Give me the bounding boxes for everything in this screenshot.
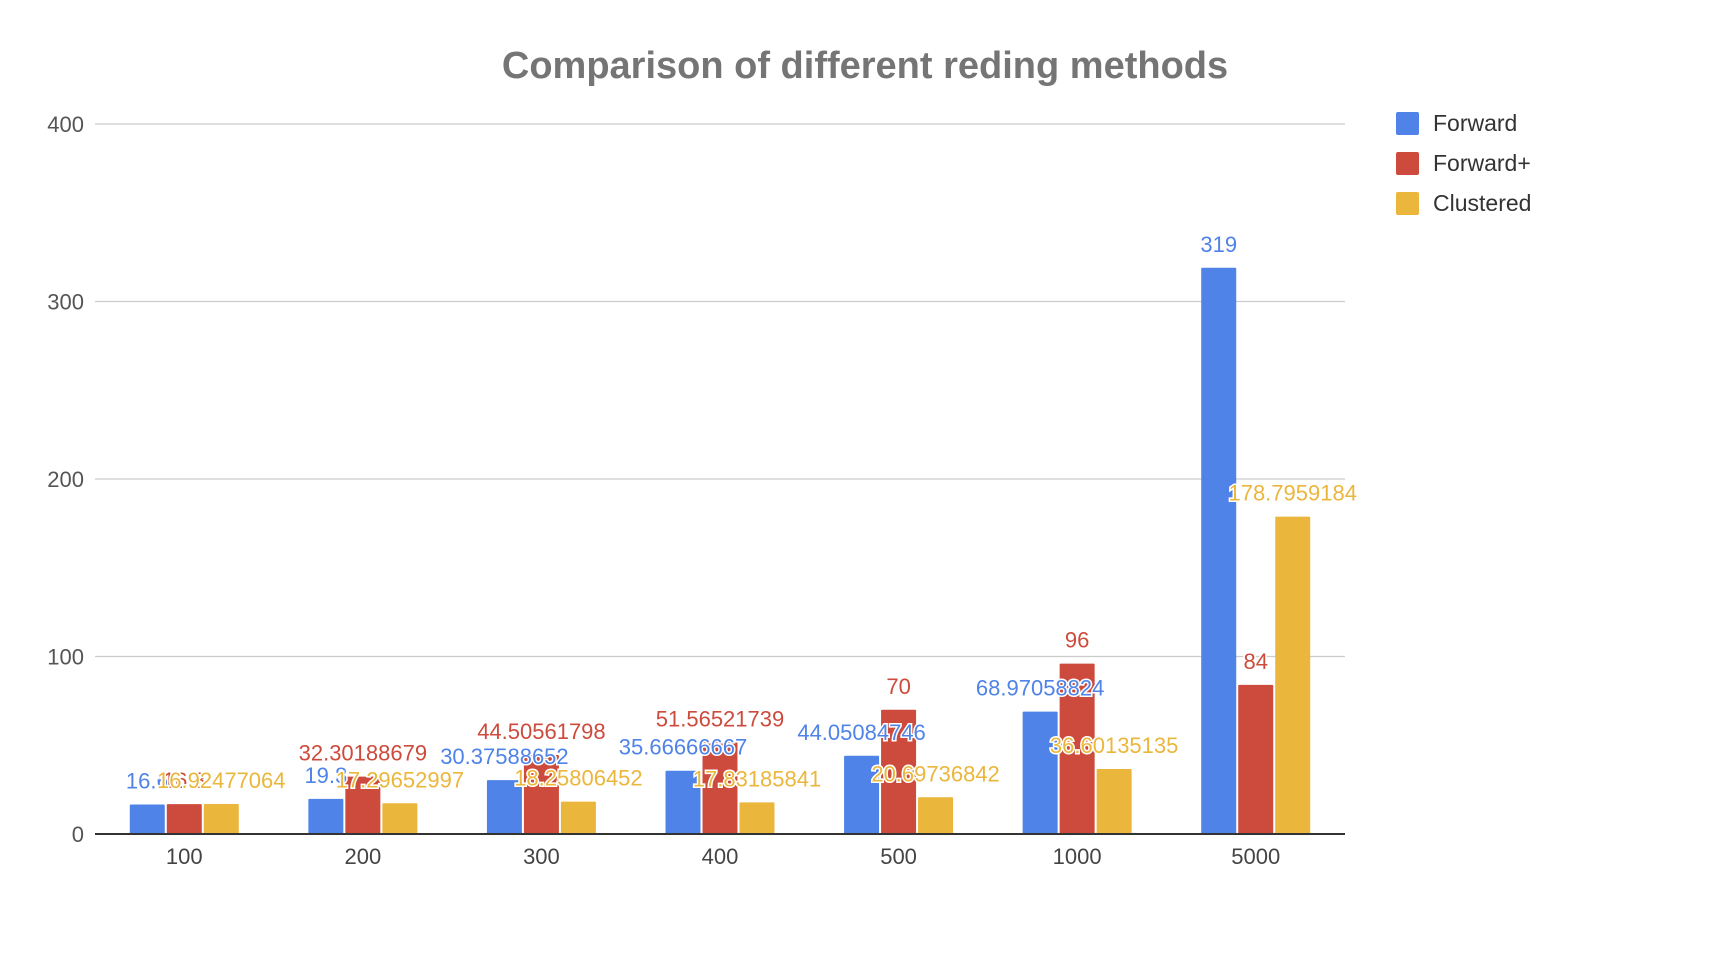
data-label: 18.25806452 (514, 766, 642, 791)
bar-forward--300[interactable] (523, 755, 559, 834)
x-tick-label: 500 (880, 844, 917, 869)
data-label: 16.8 (163, 768, 206, 793)
bar-clustered-1000[interactable] (1096, 769, 1132, 834)
bars (129, 267, 1311, 834)
x-tick-label: 300 (523, 844, 560, 869)
data-label: 70 (886, 674, 910, 699)
bar-clustered-500[interactable] (918, 797, 954, 834)
bar-forward--1000[interactable] (1059, 663, 1095, 834)
bar-forward--400[interactable] (702, 742, 738, 834)
legend-swatch (1396, 152, 1419, 175)
data-label: 17.83185841 (693, 766, 821, 791)
legend-label: Clustered (1433, 190, 1531, 216)
y-tick-label: 200 (47, 467, 84, 492)
bar-clustered-400[interactable] (739, 802, 775, 834)
legend-item-forward[interactable]: Forward (1396, 110, 1517, 136)
data-label: 35.66666667 (619, 735, 747, 760)
bar-forward-400[interactable] (665, 770, 701, 834)
y-tick-label: 0 (72, 822, 84, 847)
x-tick-label: 100 (166, 844, 203, 869)
data-label: 68.97058824 (976, 676, 1104, 701)
data-label: 20.69736842 (871, 761, 999, 786)
bar-clustered-100[interactable] (203, 803, 239, 834)
data-label: 51.56521739 (656, 706, 784, 731)
bar-clustered-5000[interactable] (1275, 516, 1311, 834)
data-label: 30.37588652 (440, 744, 568, 769)
data-label: 32.30188679 (299, 741, 427, 766)
x-tick-label: 5000 (1231, 844, 1280, 869)
bar-clustered-300[interactable] (560, 801, 596, 834)
y-tick-label: 100 (47, 645, 84, 670)
data-label: 36.60135135 (1050, 733, 1178, 758)
bar-forward-300[interactable] (486, 780, 522, 834)
legend[interactable]: Forward Forward+ Clustered (1396, 110, 1531, 216)
y-axis: 0 100 200 300 400 (47, 112, 84, 847)
bar-forward-1000[interactable] (1022, 711, 1058, 834)
x-axis: 100 200 300 400 500 1000 5000 (166, 844, 1280, 869)
bar-forward-500[interactable] (844, 755, 880, 834)
bar-forward-5000[interactable] (1201, 267, 1237, 834)
bar-forward--200[interactable] (345, 776, 381, 834)
y-tick-label: 300 (47, 290, 84, 315)
data-label: 44.50561798 (477, 719, 605, 744)
data-label: 16.6 (126, 769, 169, 794)
data-label: 84 (1243, 649, 1267, 674)
legend-item-clustered[interactable]: Clustered (1396, 190, 1531, 216)
bar-forward-200[interactable] (308, 798, 344, 834)
data-label: 178.7959184 (1228, 481, 1356, 506)
data-label: 19.8 (304, 763, 347, 788)
x-tick-label: 200 (344, 844, 381, 869)
chart-title: Comparison of different reding methods (502, 45, 1228, 87)
bar-forward--5000[interactable] (1238, 684, 1274, 834)
bar-forward-100[interactable] (129, 804, 165, 834)
gridlines (95, 123, 1345, 658)
legend-label: Forward+ (1433, 150, 1531, 176)
legend-item-forward-[interactable]: Forward+ (1396, 150, 1531, 176)
bar-forward--500[interactable] (881, 709, 917, 834)
bar-clustered-200[interactable] (382, 803, 418, 834)
x-tick-label: 1000 (1053, 844, 1102, 869)
data-label: 44.05084746 (797, 720, 925, 745)
data-label: 319 (1200, 232, 1237, 257)
legend-swatch (1396, 192, 1419, 215)
y-tick-label: 400 (47, 112, 84, 137)
data-label: 96 (1065, 628, 1089, 653)
data-label: 17.29652997 (336, 767, 464, 792)
legend-swatch (1396, 112, 1419, 135)
data-labels: 16.616.816.92477064 19.832.3018867917.296… (124, 230, 1358, 795)
data-label: 16.92477064 (157, 768, 285, 793)
x-tick-label: 400 (702, 844, 739, 869)
legend-label: Forward (1433, 110, 1517, 136)
bar-forward--100[interactable] (166, 804, 202, 834)
